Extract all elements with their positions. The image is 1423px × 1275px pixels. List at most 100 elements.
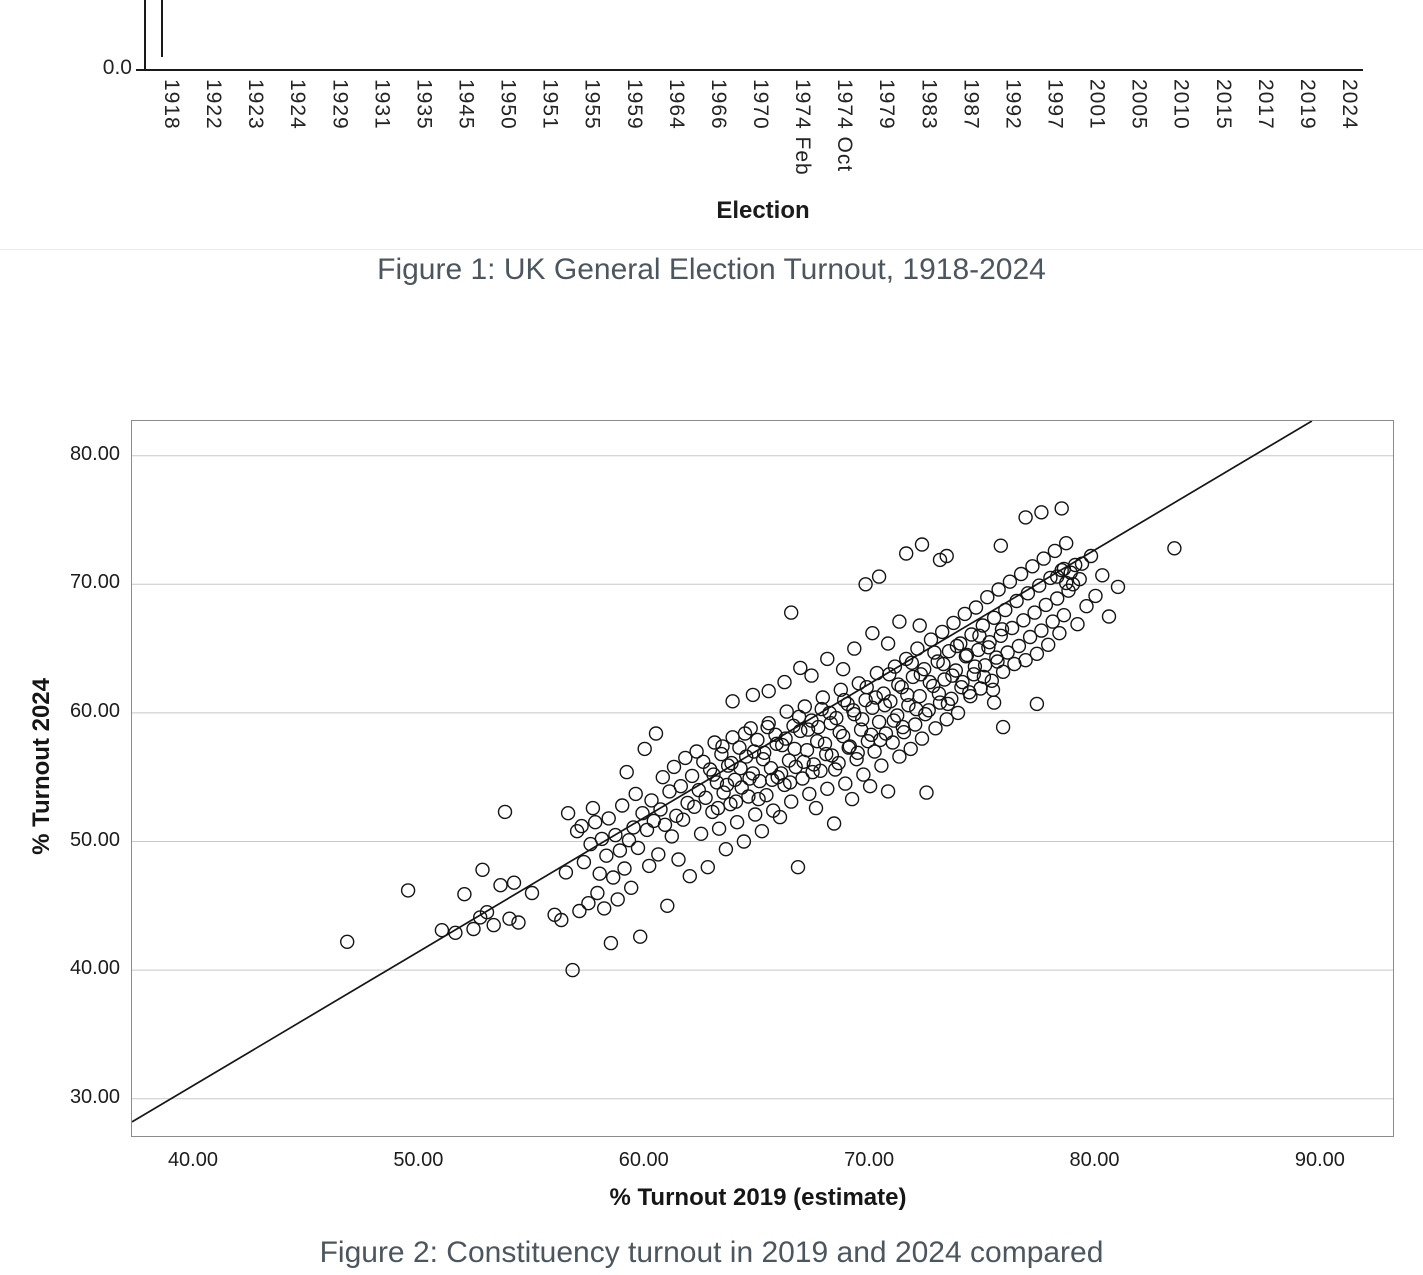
scatter-point bbox=[689, 744, 704, 759]
scatter-point bbox=[642, 858, 657, 874]
scatter-point bbox=[892, 614, 907, 629]
scatter-point bbox=[594, 831, 610, 847]
scatter-point bbox=[506, 875, 522, 890]
scatter-point bbox=[946, 615, 961, 631]
fig1-x-tick-label: 1997 bbox=[1043, 79, 1067, 130]
scatter-point bbox=[982, 634, 997, 650]
scatter-point bbox=[698, 790, 713, 805]
scatter-point bbox=[653, 802, 668, 817]
fig1-cropped-series-line bbox=[161, 0, 163, 57]
scatter-point bbox=[772, 809, 788, 825]
scatter-point bbox=[1167, 541, 1182, 556]
fig1-x-axis-line bbox=[144, 69, 1363, 71]
scatter-point bbox=[964, 627, 979, 642]
scatter-point bbox=[706, 767, 721, 782]
scatter-point bbox=[1018, 652, 1033, 668]
scatter-point bbox=[682, 869, 697, 884]
scatter-point bbox=[896, 725, 912, 740]
scatter-point bbox=[768, 727, 783, 742]
scatter-point bbox=[693, 826, 709, 841]
scatter-point bbox=[901, 698, 916, 713]
fig1-x-tick-label: 1983 bbox=[917, 79, 941, 130]
scatter-point bbox=[995, 719, 1011, 735]
fig2-y-tick-label: 40.00 bbox=[69, 957, 120, 980]
scatter-point bbox=[883, 694, 898, 709]
scatter-point bbox=[815, 690, 830, 705]
scatter-point bbox=[810, 734, 825, 749]
scatter-point bbox=[797, 699, 812, 714]
scatter-point bbox=[628, 786, 643, 802]
scatter-point bbox=[914, 731, 930, 746]
scatter-point bbox=[1110, 579, 1126, 595]
scatter-point bbox=[931, 686, 947, 701]
fig1-x-tick-label: 1951 bbox=[538, 79, 562, 130]
scatter-point bbox=[805, 764, 820, 780]
fig1-x-tick-label: 1979 bbox=[875, 79, 899, 130]
scatter-point bbox=[486, 917, 501, 933]
scatter-point bbox=[1009, 593, 1024, 609]
scatter-point bbox=[711, 821, 727, 836]
fig2-y-tick-label: 30.00 bbox=[69, 1085, 120, 1108]
scatter-point bbox=[878, 726, 894, 741]
scatter-point bbox=[980, 589, 995, 605]
scatter-point bbox=[793, 660, 808, 676]
scatter-point bbox=[728, 794, 744, 809]
scatter-point bbox=[957, 606, 972, 622]
scatter-point bbox=[524, 885, 540, 901]
scatter-point bbox=[588, 815, 603, 830]
scatter-point bbox=[1029, 696, 1045, 712]
scatter-point bbox=[725, 694, 740, 709]
scatter-point bbox=[833, 682, 848, 697]
scatter-point bbox=[820, 651, 835, 667]
scatter-point bbox=[937, 672, 952, 687]
scatter-point bbox=[745, 687, 761, 703]
scatter-point bbox=[1034, 505, 1049, 520]
scatter-point bbox=[739, 749, 754, 764]
fig2-x-tick-label: 90.00 bbox=[1294, 1149, 1345, 1171]
scatter-point bbox=[673, 779, 688, 794]
scatter-point bbox=[637, 741, 652, 757]
scatter-point bbox=[986, 695, 1002, 710]
scatter-point bbox=[829, 710, 844, 726]
fig1-x-tick-label: 1964 bbox=[664, 79, 688, 130]
scatter-point bbox=[1083, 548, 1099, 564]
scatter-point bbox=[800, 722, 816, 737]
scatter-point bbox=[617, 861, 632, 876]
scatter-point bbox=[1027, 605, 1042, 620]
scatter-point bbox=[880, 784, 896, 799]
scatter-point bbox=[761, 716, 776, 731]
scatter-point bbox=[903, 741, 918, 757]
scatter-point bbox=[958, 649, 974, 664]
scatter-point bbox=[887, 659, 903, 674]
scatter-point bbox=[874, 758, 889, 773]
scatter-point bbox=[899, 546, 914, 561]
scatter-point bbox=[715, 739, 730, 754]
scatter-point bbox=[732, 740, 747, 755]
scatter-point bbox=[434, 923, 450, 938]
fig1-x-tick-label: 2001 bbox=[1085, 79, 1109, 130]
scatter-point bbox=[581, 896, 596, 911]
scatter-point bbox=[995, 664, 1011, 680]
scatter-point bbox=[560, 806, 576, 821]
scatter-point bbox=[778, 731, 793, 746]
fig2-plot-area bbox=[131, 420, 1394, 1137]
scatter-point bbox=[837, 692, 852, 708]
fig1-x-tick-label: 2010 bbox=[1169, 79, 1193, 130]
scatter-point bbox=[565, 962, 580, 978]
scatter-point bbox=[835, 661, 851, 677]
scatter-point bbox=[865, 625, 880, 641]
scatter-point bbox=[867, 744, 882, 759]
scatter-point bbox=[891, 677, 906, 692]
scatter-point bbox=[757, 745, 772, 760]
scatter-point bbox=[919, 785, 934, 800]
scatter-point bbox=[963, 689, 978, 704]
fig2-y-tick-label: 80.00 bbox=[69, 442, 120, 465]
fig1-x-tick-label: 1966 bbox=[706, 79, 730, 130]
scatter-point bbox=[754, 824, 770, 839]
scatter-point bbox=[572, 903, 587, 919]
scatter-point bbox=[844, 791, 860, 807]
scatter-point bbox=[855, 712, 870, 727]
scatter-point bbox=[714, 746, 729, 762]
scatter-point bbox=[949, 638, 965, 654]
scatter-point bbox=[601, 811, 616, 826]
